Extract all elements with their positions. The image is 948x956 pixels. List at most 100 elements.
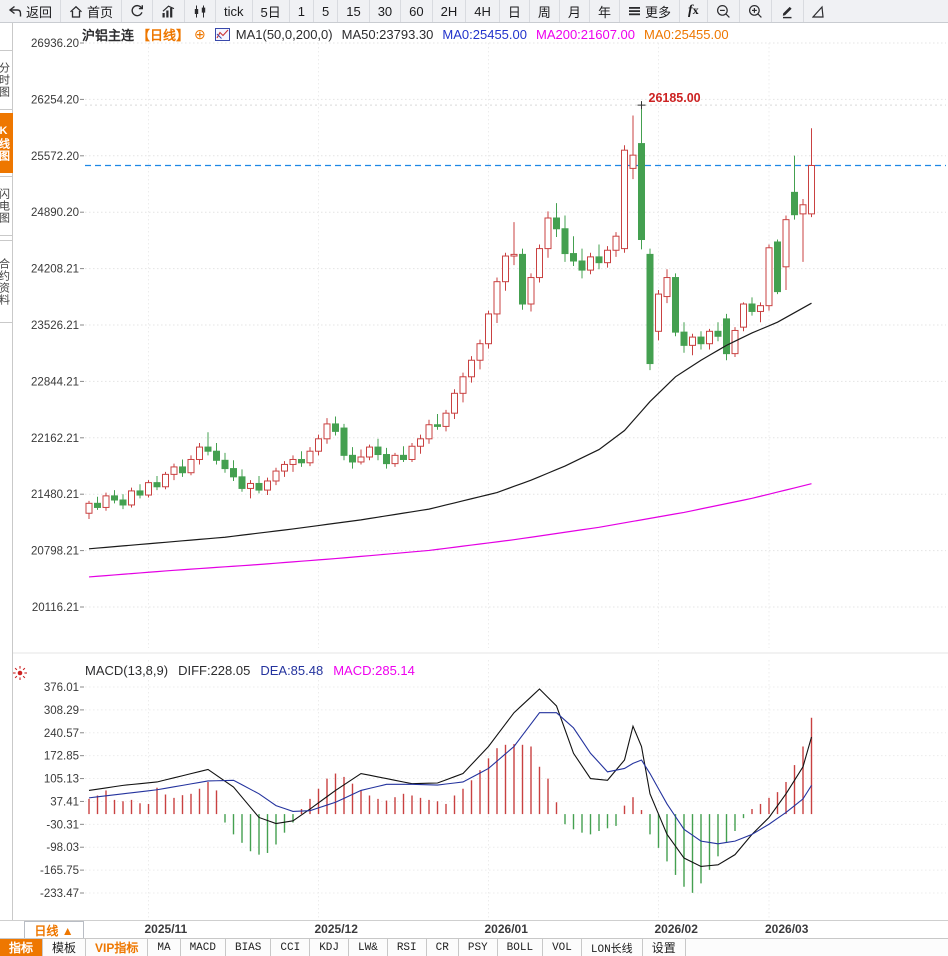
indicator-tab-MA[interactable]: MA xyxy=(148,939,181,956)
candle-body xyxy=(340,427,348,456)
toolbar-item-label: 首页 xyxy=(87,4,114,20)
indicator-tab-LON长线[interactable]: LON长线 xyxy=(582,939,643,956)
x-axis-label: 2026/02 xyxy=(654,922,698,936)
candle-body xyxy=(374,446,382,456)
sidebar-tab-闪电图[interactable]: 闪电图 xyxy=(0,176,13,236)
toolbar-zoom-in-icon[interactable] xyxy=(740,0,772,22)
macd-diff-line xyxy=(88,688,813,868)
toolbar-bar-chart-icon[interactable] xyxy=(153,0,186,22)
indicator-tab-BIAS[interactable]: BIAS xyxy=(226,939,272,956)
indicator-tab-CCI[interactable]: CCI xyxy=(271,939,311,956)
ma50-line xyxy=(88,302,812,550)
toolbar-period-1-button[interactable]: 1 xyxy=(290,0,314,22)
candle-body xyxy=(510,253,518,257)
toolbar-period-15-button[interactable]: 15 xyxy=(338,0,370,22)
indicator-tab-LW&[interactable]: LW& xyxy=(349,939,388,956)
candle-body xyxy=(145,482,152,496)
toolbar-period-4H-button[interactable]: 4H xyxy=(466,0,500,22)
toolbar-fx-icon[interactable]: fx xyxy=(680,0,708,22)
price-axis-label: 26254.20 xyxy=(31,94,79,106)
indicator-tab-设置[interactable]: 设置 xyxy=(643,939,686,956)
indicator-tab-MACD[interactable]: MACD xyxy=(181,939,226,956)
indicator-tabbar: 指标 模板 VIP指标 MA MACD BIAS CCI KDJ LW& RSI CR PSY BOLL… xyxy=(0,938,948,956)
toolbar-period-tick-button[interactable]: tick xyxy=(216,0,253,22)
candle-body xyxy=(434,424,441,427)
toolbar-home-button[interactable]: 首页 xyxy=(61,0,123,22)
mini-chart-icon[interactable] xyxy=(214,27,230,41)
candle-body xyxy=(655,293,662,332)
toolbar-period-月-button[interactable]: 月 xyxy=(560,0,590,22)
indicator-tab-PSY[interactable]: PSY xyxy=(459,939,498,956)
candle-body xyxy=(706,330,713,345)
candle-body xyxy=(723,318,730,355)
candle-body xyxy=(281,463,288,472)
indicator-tab-CR[interactable]: CR xyxy=(427,939,459,956)
indicator-tab-VIP指标[interactable]: VIP指标 xyxy=(86,939,149,956)
indicator-tab-模板[interactable]: 模板 xyxy=(43,939,87,956)
macd-params-label: MACD(13,8,9) xyxy=(85,662,169,678)
toolbar-zoom-out-icon[interactable] xyxy=(708,0,740,22)
toolbar-pencil-icon[interactable] xyxy=(772,0,804,22)
toolbar-refresh-icon[interactable] xyxy=(122,0,154,22)
indicator-tab-BOLL[interactable]: BOLL xyxy=(498,939,544,956)
toolbar-period-60-button[interactable]: 60 xyxy=(401,0,433,22)
candle-body xyxy=(255,482,263,491)
candle-body xyxy=(502,255,509,283)
indicator-tab-指标[interactable]: 指标 xyxy=(0,939,44,956)
toolbar-item-label: 更多 xyxy=(644,4,671,20)
toolbar-period-30-button[interactable]: 30 xyxy=(370,0,402,22)
toolbar-period-日-button[interactable]: 日 xyxy=(500,0,530,22)
candle-body xyxy=(408,445,416,460)
toolbar-period-年-button[interactable]: 年 xyxy=(590,0,620,22)
ma-config-label: MA1(50,0,200,0) xyxy=(235,26,333,42)
toolbar-period-5日-button[interactable]: 5日 xyxy=(253,0,290,22)
toolbar-period-5-button[interactable]: 5 xyxy=(314,0,339,22)
toolbar-item-label: 返回 xyxy=(26,4,53,20)
candle-body xyxy=(604,249,611,264)
candle-body xyxy=(544,217,552,250)
candle-body xyxy=(230,468,237,478)
toolbar-menu-button[interactable]: 更多 xyxy=(620,0,680,22)
candle-body xyxy=(298,458,305,464)
macd-header: MACD(13,8,9) DIFF:228.05 DEA:85.48 MACD:… xyxy=(85,662,415,678)
sidebar-tab-K线图[interactable]: K线图 xyxy=(0,113,13,173)
toolbar-item-label: 周 xyxy=(537,4,551,20)
candle-body xyxy=(587,256,594,271)
sidebar-tab-分时图[interactable]: 分时图 xyxy=(0,50,13,110)
candle-body xyxy=(128,490,135,506)
macd-dea-value: DEA:85.48 xyxy=(260,662,324,678)
toolbar-candlestick-icon[interactable] xyxy=(185,0,217,22)
candle-body xyxy=(553,217,560,230)
add-indicator-icon[interactable]: ⊕ xyxy=(194,25,206,42)
macd-axis-label: -98.03 xyxy=(46,842,79,854)
price-axis-label: 26936.20 xyxy=(31,38,79,50)
candle-body xyxy=(595,256,603,264)
price-axis-label: 20116.21 xyxy=(32,602,79,614)
candle-body xyxy=(272,470,280,482)
toolbar-draw-partial-icon[interactable] xyxy=(804,0,824,22)
period-dropdown-button[interactable]: 日线 ▲ xyxy=(24,921,84,939)
candle-body xyxy=(119,499,127,506)
toolbar-period-周-button[interactable]: 周 xyxy=(530,0,560,22)
candle-body xyxy=(782,219,790,268)
x-axis-label: 2026/03 xyxy=(765,922,809,936)
indicator-tab-VOL[interactable]: VOL xyxy=(543,939,582,956)
candle-body xyxy=(111,495,118,501)
candle-body xyxy=(570,253,577,262)
toolbar-period-2H-button[interactable]: 2H xyxy=(433,0,467,22)
indicator-tab-RSI[interactable]: RSI xyxy=(388,939,427,956)
indicator-tab-KDJ[interactable]: KDJ xyxy=(310,939,350,956)
candle-body xyxy=(808,164,815,215)
candle-body xyxy=(306,450,314,464)
candle-body xyxy=(714,330,722,337)
sidebar-tab-合约资料[interactable]: 合约资料 xyxy=(0,240,13,323)
candle-body xyxy=(672,277,679,333)
indicator-sun-icon[interactable] xyxy=(12,665,28,686)
candle-body xyxy=(476,343,484,361)
candle-body xyxy=(204,446,212,452)
price-axis-label: 23526.21 xyxy=(31,320,79,332)
toolbar-item-label: 2H xyxy=(440,3,458,19)
toolbar-back-button[interactable]: 返回 xyxy=(0,0,62,22)
candle-body xyxy=(400,454,407,460)
